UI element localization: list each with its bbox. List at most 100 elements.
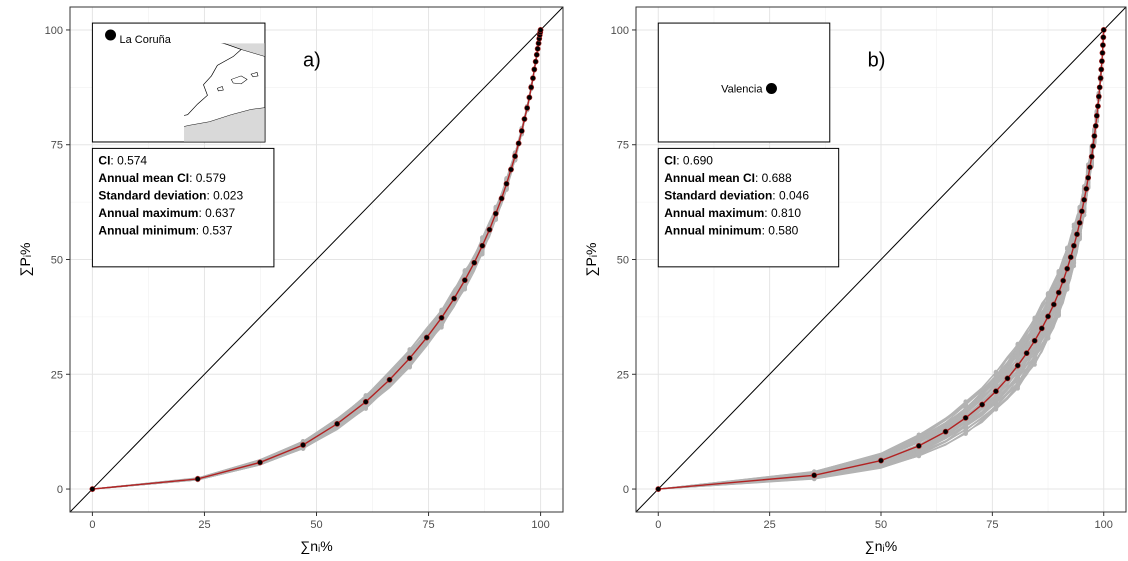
panel-b: 0 25 50 75 100 0 25 50 75 100 ∑nᵢ% ∑Pᵢ% Valencia b) CI…	[583, 6, 1127, 554]
overall-point	[300, 442, 306, 448]
y-tick-label: 25	[617, 369, 629, 381]
panel-tag-label: b)	[868, 50, 886, 72]
overall-point	[1090, 143, 1096, 150]
overall-point	[811, 472, 818, 479]
annual-point	[1032, 353, 1037, 359]
overall-point	[362, 398, 369, 405]
overall-point	[1100, 34, 1107, 41]
annual-point	[1032, 324, 1037, 330]
overall-point	[530, 75, 536, 82]
annual-point	[1056, 278, 1061, 284]
stats-line: CI: 0.574	[98, 153, 147, 167]
annual-point	[1065, 279, 1070, 285]
overall-point	[498, 195, 505, 202]
overall-point	[1085, 174, 1092, 181]
x-tick-label: 100	[531, 519, 549, 531]
annual-point	[993, 383, 999, 388]
overall-point	[534, 45, 541, 52]
stats-line: Standard deviation: 0.023	[98, 188, 243, 202]
annual-point	[1032, 316, 1037, 321]
annual-point	[1032, 359, 1037, 364]
annual-point	[1015, 344, 1020, 349]
stats-label: CI	[664, 153, 676, 167]
annual-point	[963, 427, 968, 432]
overall-point	[1100, 27, 1107, 33]
annual-point	[1032, 342, 1037, 348]
overall-point	[1074, 231, 1080, 238]
y-tick-label: 50	[617, 255, 629, 267]
annual-point	[1015, 369, 1020, 374]
annual-point	[993, 376, 999, 381]
x-tick-label: 25	[198, 519, 210, 531]
stats-line: Annual maximum: 0.637	[98, 206, 235, 220]
annual-point	[916, 437, 922, 443]
y-tick-label: 50	[51, 255, 63, 267]
location-marker	[105, 29, 117, 41]
location-label: La Coruña	[120, 34, 172, 46]
overall-point	[1097, 75, 1104, 82]
overall-point	[334, 420, 341, 427]
x-tick-label: 0	[655, 519, 661, 531]
y-tick-label: 25	[51, 369, 63, 381]
stats-line: Annual maximum: 0.810	[664, 206, 801, 220]
stats-label: Annual mean CI	[664, 171, 755, 185]
overall-point	[1031, 337, 1038, 344]
stats-label: Annual minimum	[664, 223, 761, 237]
overall-point	[512, 153, 518, 160]
annual-point	[1065, 252, 1070, 257]
annual-point	[363, 395, 368, 400]
stats-line: Annual mean CI: 0.579	[98, 171, 226, 185]
annual-point	[1056, 269, 1061, 274]
annual-point	[963, 419, 968, 425]
overall-point	[915, 442, 922, 449]
overall-point	[1070, 242, 1077, 249]
overall-point	[1014, 362, 1021, 369]
y-axis-title: ∑Pᵢ%	[583, 243, 599, 277]
overall-point	[1095, 103, 1101, 110]
x-tick-label: 100	[1095, 519, 1113, 531]
annual-point	[1045, 321, 1051, 326]
overall-point	[537, 27, 544, 33]
annual-point	[1056, 313, 1061, 318]
stats-value: : 0.690	[676, 153, 713, 167]
stats-value: : 0.023	[206, 188, 243, 202]
overall-point	[479, 242, 486, 249]
overall-point	[1093, 112, 1100, 119]
overall-point	[942, 428, 949, 435]
overall-point	[1081, 196, 1088, 203]
inset-map: La Coruña	[91, 22, 266, 143]
stats-value: : 0.579	[189, 171, 226, 185]
overall-point	[508, 166, 514, 173]
y-tick-label: 100	[45, 25, 63, 37]
inset-map: Valencia	[657, 22, 831, 143]
overall-point	[471, 259, 478, 266]
overall-point	[1083, 185, 1090, 192]
annual-point	[1065, 287, 1070, 292]
annual-point	[363, 404, 368, 410]
stats-value: : 0.574	[110, 153, 147, 167]
panel-tag-label: a)	[303, 50, 321, 72]
x-tick-label: 75	[422, 519, 434, 531]
stats-line: Standard deviation: 0.046	[664, 188, 809, 202]
stats-label: Standard deviation	[664, 188, 772, 202]
stats-line: Annual mean CI: 0.688	[664, 171, 792, 185]
overall-point	[524, 105, 531, 111]
annual-point	[993, 404, 999, 409]
stats-box: CI: 0.574 Annual mean CI: 0.579 Standard d…	[91, 147, 275, 268]
annual-point	[439, 322, 444, 328]
annual-point	[916, 450, 922, 456]
stats-label: Annual maximum	[98, 206, 198, 220]
panel-a: 0 25 50 75 100 0 25 50 75 100 ∑nᵢ% ∑Pᵢ% La Coruña a) C…	[17, 6, 564, 554]
stats-value: : 0.580	[762, 223, 799, 237]
annual-point	[1015, 352, 1020, 358]
overall-point	[1099, 58, 1105, 65]
x-tick-label: 0	[89, 519, 95, 531]
annual-point	[963, 411, 968, 416]
stats-line: Annual minimum: 0.537	[98, 223, 232, 237]
overall-point	[521, 116, 528, 122]
overall-point	[533, 51, 540, 58]
overall-point	[979, 401, 986, 408]
spain-shape	[184, 43, 242, 116]
overall-point	[962, 414, 969, 421]
